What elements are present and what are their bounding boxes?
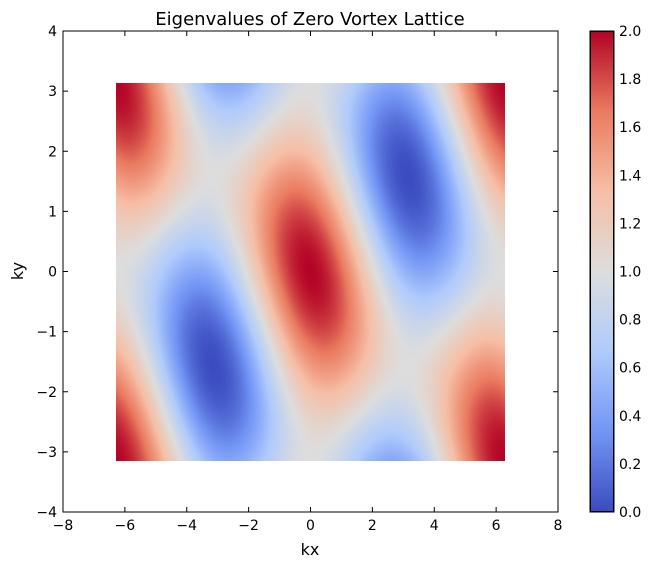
y-tick-label: 1 [48, 204, 57, 220]
y-tick-label: 2 [48, 144, 57, 160]
colorbar-tick-label: 1.0 [619, 265, 641, 281]
colorbar-axis: 0.0 0.2 0.4 0.6 0.8 1.0 1.2 1.4 1.6 1.8 2.0 [590, 24, 641, 521]
y-tick-label: −1 [36, 325, 57, 341]
x-tick-label: −8 [53, 518, 74, 534]
y-tick-label: 4 [48, 24, 57, 40]
y-tick-label: −2 [36, 385, 57, 401]
x-axis-label: kx [301, 540, 320, 559]
x-tick-label: 4 [430, 518, 439, 534]
colorbar-tick-label: 0.2 [619, 457, 641, 473]
colorbar-tick-label: 0.6 [619, 361, 641, 377]
colorbar-tick-label: 1.2 [619, 216, 641, 232]
x-tick-label: −4 [176, 518, 197, 534]
colorbar-tick-label: 0.0 [619, 505, 641, 521]
y-axis: −4 −3 −2 −1 0 1 2 3 4 [36, 24, 558, 521]
y-tick-label: 0 [48, 265, 57, 281]
colorbar-tick-label: 2.0 [619, 24, 641, 40]
plot-border [62, 30, 559, 513]
x-tick-label: −2 [238, 518, 259, 534]
y-tick-label: −3 [36, 445, 57, 461]
colorbar-tick-label: 1.6 [619, 120, 641, 136]
colorbar-tick-label: 0.8 [619, 313, 641, 329]
x-tick-label: 8 [554, 518, 563, 534]
x-tick-label: 0 [306, 518, 315, 534]
y-tick-label: 3 [48, 84, 57, 100]
y-axis-label: ky [8, 262, 27, 280]
heatmap-image [116, 83, 505, 461]
x-tick-label: 6 [492, 518, 501, 534]
x-axis: −8 −6 −4 −2 0 2 4 6 8 [53, 31, 563, 534]
x-tick-label: −6 [115, 518, 136, 534]
colorbar-tick-label: 1.8 [619, 72, 641, 88]
x-tick-label: 2 [368, 518, 377, 534]
chart-title: Eigenvalues of Zero Vortex Lattice [155, 9, 464, 30]
colorbar-tick-label: 1.4 [619, 168, 641, 184]
colorbar-gradient [590, 31, 614, 512]
y-tick-label: −4 [36, 505, 57, 521]
colorbar-tick-label: 0.4 [619, 409, 641, 425]
